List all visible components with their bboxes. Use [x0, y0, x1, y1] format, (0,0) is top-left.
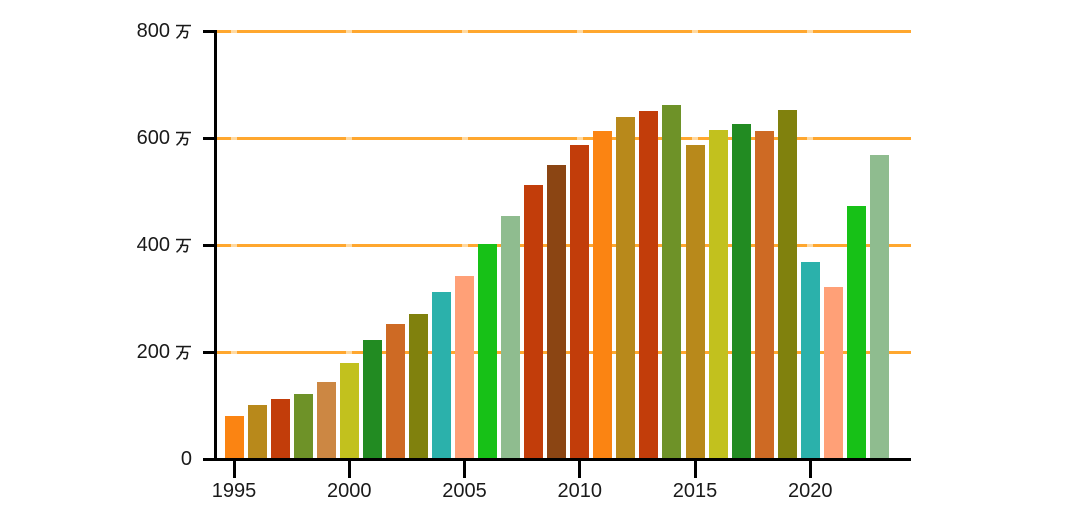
- bar-2011: [593, 131, 613, 459]
- unit-man-glyph: [176, 131, 191, 146]
- bar-2009: [547, 164, 567, 459]
- y-axis-label-number: 400: [136, 233, 170, 256]
- gridline-tick-dash: [692, 136, 698, 140]
- bar-2005: [455, 276, 474, 459]
- unit-man-glyph: [176, 24, 191, 39]
- y-axis-label-0: 0: [181, 448, 192, 472]
- x-axis-label-2000: 2000: [327, 480, 372, 502]
- gridline-tick-dash: [576, 29, 583, 33]
- y-axis-label-600: 600: [137, 126, 192, 150]
- gridline-tick-dash: [461, 243, 468, 247]
- gridline-tick-dash: [692, 29, 698, 33]
- gridline-tick-dash: [576, 136, 583, 140]
- bar-2013: [639, 111, 659, 459]
- bar-2000: [339, 362, 359, 459]
- x-axis-label-2010: 2010: [557, 480, 603, 502]
- bar-2004: [431, 292, 451, 459]
- bar-2007: [501, 216, 521, 459]
- x-axis-line: [203, 458, 911, 461]
- y-axis-label-number: 600: [136, 126, 170, 149]
- y-tick-400: [203, 243, 216, 247]
- bar-1997: [270, 399, 290, 459]
- bar-1999: [316, 382, 336, 459]
- bar-2019: [777, 110, 797, 459]
- y-tick-200: [203, 350, 216, 354]
- x-tick-1995: [232, 461, 236, 478]
- y-axis-label-number: 800: [136, 19, 170, 42]
- bar-2001: [362, 339, 382, 459]
- gridline-tick-dash: [346, 136, 353, 140]
- bar-2018: [754, 130, 774, 459]
- bar-2003: [408, 314, 428, 459]
- bar-2012: [616, 117, 636, 459]
- x-axis-label-2005: 2005: [442, 480, 487, 502]
- gridline-tick-dash: [346, 350, 353, 354]
- x-axis-label-2020: 2020: [788, 480, 833, 502]
- unit-man-glyph: [176, 238, 191, 253]
- bar-2002: [385, 324, 405, 459]
- bar-2017: [731, 123, 751, 459]
- y-axis-line: [213, 29, 217, 461]
- bar-2023: [869, 155, 889, 459]
- bar-2006: [478, 243, 498, 459]
- bar-1998: [293, 393, 313, 459]
- y-axis-label-number: 0: [180, 448, 192, 470]
- y-tick-600: [203, 136, 216, 140]
- gridline-tick-dash: [231, 243, 237, 247]
- y-tick-800: [203, 29, 216, 33]
- bar-2014: [662, 104, 682, 459]
- bar-2008: [524, 185, 544, 459]
- x-tick-2020: [808, 461, 812, 478]
- gridline-tick-dash: [231, 350, 237, 354]
- gridline-600: [215, 136, 911, 140]
- bar-2015: [685, 144, 705, 459]
- gridline-tick-dash: [231, 29, 237, 33]
- y-axis-label-number: 200: [136, 340, 170, 363]
- gridline-tick-dash: [346, 29, 353, 33]
- bar-2016: [708, 130, 728, 459]
- y-axis-label-200: 200: [137, 340, 192, 364]
- bar-2020: [800, 262, 820, 459]
- x-tick-2010: [578, 461, 582, 478]
- gridline-800: [215, 29, 911, 33]
- y-axis-label-800: 800: [137, 19, 192, 43]
- bar-2022: [846, 205, 866, 459]
- unit-man-glyph: [176, 345, 191, 360]
- x-tick-2015: [693, 461, 697, 478]
- x-axis-label-2015: 2015: [672, 480, 718, 502]
- x-axis-label-1995: 1995: [211, 480, 257, 502]
- bar-2010: [570, 144, 590, 459]
- bar-1995: [224, 415, 244, 459]
- y-axis-label-400: 400: [137, 233, 192, 257]
- gridline-tick-dash: [807, 243, 814, 247]
- gridline-tick-dash: [461, 29, 468, 33]
- x-tick-2000: [347, 461, 351, 478]
- gridline-tick-dash: [346, 243, 353, 247]
- bar-2021: [823, 286, 843, 459]
- gridline-tick-dash: [231, 136, 237, 140]
- gridline-tick-dash: [807, 136, 814, 140]
- x-tick-2005: [463, 461, 466, 478]
- bar-1996: [247, 405, 267, 459]
- gridline-tick-dash: [461, 136, 468, 140]
- gridline-tick-dash: [807, 29, 814, 33]
